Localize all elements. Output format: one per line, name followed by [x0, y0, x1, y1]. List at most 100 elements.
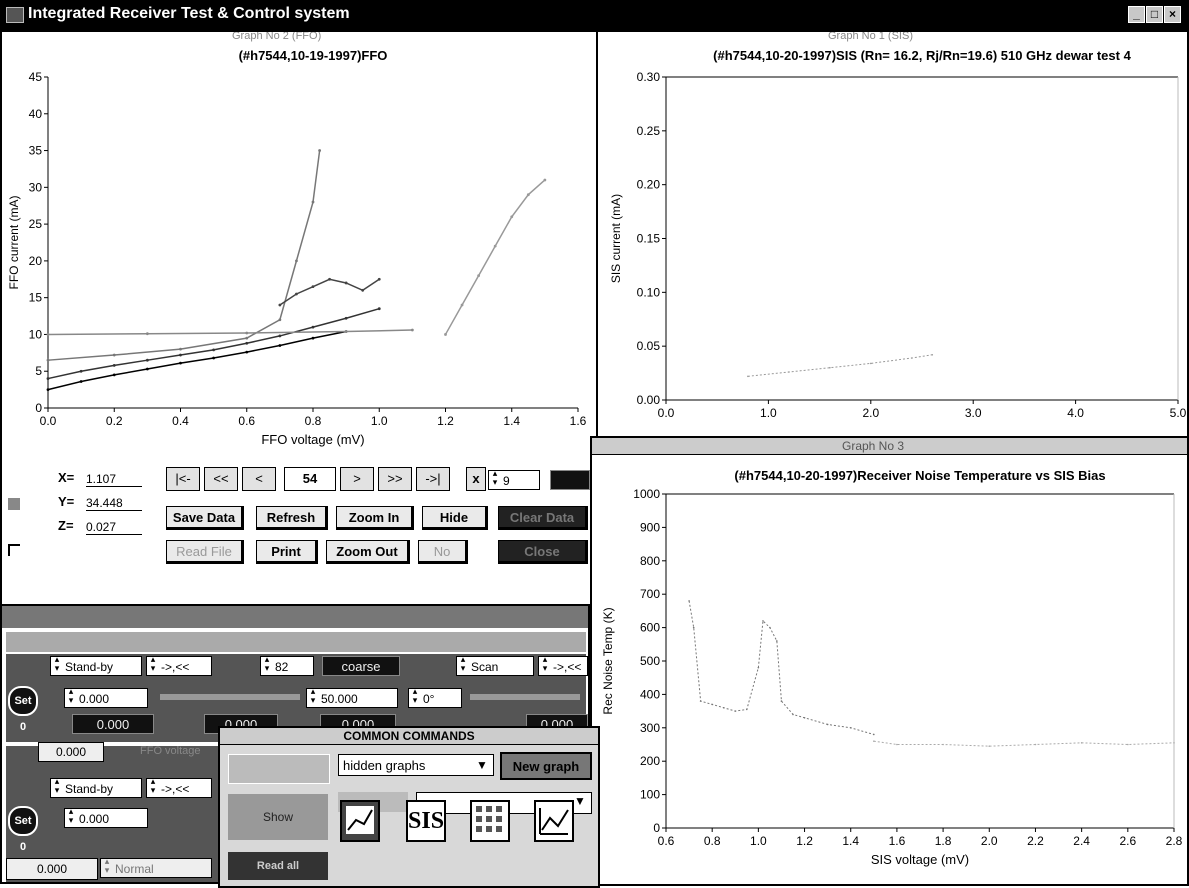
scan-slider[interactable]: [470, 694, 580, 700]
y-tick-label: 40: [29, 107, 43, 121]
data-point: [699, 700, 702, 702]
maximize-icon[interactable]: □: [1146, 6, 1163, 23]
next-button[interactable]: >: [340, 467, 374, 491]
series-line: [47, 329, 413, 336]
sis-direction-select[interactable]: ->,<<: [146, 778, 212, 798]
prev-fast-button[interactable]: <<: [204, 467, 238, 491]
read-all-button[interactable]: Read all: [228, 852, 328, 880]
noise-chart[interactable]: (#h7544,10-20-1997)Receiver Noise Temper…: [592, 438, 1187, 884]
go-button[interactable]: [550, 470, 590, 490]
scan-select[interactable]: Scan: [456, 656, 534, 676]
blank-button[interactable]: [228, 754, 330, 784]
data-point: [776, 640, 778, 642]
no-button[interactable]: No: [418, 540, 468, 564]
graph3-panel: Graph No 3 (#h7544,10-20-1997)Receiver N…: [590, 436, 1189, 886]
last-button[interactable]: ->|: [416, 467, 450, 491]
ffo-value-2[interactable]: 50.000: [306, 688, 398, 708]
data-point: [318, 149, 322, 152]
step-spinner[interactable]: 9: [488, 470, 540, 490]
app-icon: [6, 7, 24, 23]
set0-button-ffo[interactable]: Set 0: [8, 686, 38, 733]
x-tick-label: 1.2: [796, 834, 813, 848]
sis-normal-select[interactable]: Normal: [100, 858, 212, 878]
data-point: [722, 706, 725, 709]
y-tick-label: 800: [640, 554, 660, 568]
x-tick-label: 1.0: [760, 406, 777, 420]
sis-mode-select[interactable]: Stand-by: [50, 778, 142, 798]
checkbox[interactable]: [8, 544, 20, 556]
data-point: [1127, 743, 1129, 746]
clear-data-button[interactable]: Clear Data: [498, 506, 588, 530]
z-readout: 0.027: [86, 520, 142, 535]
prev-button[interactable]: <: [242, 467, 276, 491]
chevron-down-icon[interactable]: ▼: [574, 794, 586, 808]
data-point: [46, 358, 50, 362]
ffo-value-3[interactable]: 0°: [408, 688, 462, 708]
data-point: [278, 344, 282, 347]
y-tick-label: 400: [640, 687, 660, 701]
ffo-slider[interactable]: [160, 694, 300, 700]
x-tick-label: 3.0: [965, 406, 982, 420]
ffo-chart[interactable]: (#h7544,10-19-1997)FFO 0.0 0.2 0.4 0.6 0.8 1.0…: [2, 32, 596, 452]
data-point: [245, 341, 249, 345]
close-button[interactable]: Close: [498, 540, 588, 564]
set0-button-sis[interactable]: Set 0: [8, 806, 38, 853]
data-point: [344, 281, 348, 285]
common-commands-panel: COMMON COMMANDS Show Read all hidden gra…: [218, 726, 600, 888]
show-button[interactable]: Show: [228, 794, 328, 840]
x-tick-label: 1.8: [935, 834, 952, 848]
graph3-titlebar: Graph No 3: [592, 438, 1187, 455]
sis-chart[interactable]: (#h7544,10-20-1997)SIS (Rn= 16.2, Rj/Rn=…: [598, 32, 1187, 436]
y-tick-label: 100: [640, 788, 660, 802]
data-point: [46, 333, 50, 336]
noise-graph-icon[interactable]: [534, 800, 574, 842]
x-tick-label: 1.2: [437, 414, 454, 428]
close-icon[interactable]: ×: [1164, 6, 1181, 23]
matrix-icon[interactable]: [470, 800, 510, 842]
save-data-button[interactable]: Save Data: [166, 506, 244, 530]
refresh-button[interactable]: Refresh: [256, 506, 328, 530]
data-point: [179, 347, 182, 351]
data-point: [688, 600, 690, 602]
ffo-mode-select[interactable]: Stand-by: [50, 656, 142, 676]
data-point: [145, 367, 149, 371]
first-button[interactable]: |<-: [166, 467, 200, 491]
grid-icon[interactable]: [8, 498, 20, 510]
sis-value-1[interactable]: 0.000: [64, 808, 148, 828]
read-file-button[interactable]: Read File: [166, 540, 244, 564]
data-point: [747, 375, 749, 378]
data-point: [112, 353, 116, 357]
ffo-value-1[interactable]: 0.000: [64, 688, 148, 708]
minimize-icon[interactable]: _: [1128, 6, 1145, 23]
new-graph-button[interactable]: New graph: [500, 752, 592, 780]
next-fast-button[interactable]: >>: [378, 467, 412, 491]
y-tick-label: 0: [653, 821, 660, 835]
series-line: [873, 740, 1175, 747]
y-tick-label: 0.00: [637, 393, 661, 407]
x-tick-label: 0.4: [172, 414, 189, 428]
print-button[interactable]: Print: [256, 540, 318, 564]
zoom-in-button[interactable]: Zoom In: [336, 506, 414, 530]
series-line: [688, 600, 874, 735]
index-field[interactable]: 54: [284, 467, 336, 491]
y-axis-label: FFO current (mA): [7, 195, 21, 289]
hide-button[interactable]: Hide: [422, 506, 488, 530]
data-point: [311, 325, 315, 329]
data-point: [444, 333, 447, 336]
coarse-button[interactable]: coarse: [322, 656, 400, 676]
ffo-direction-select[interactable]: ->,<<: [146, 656, 212, 676]
x-tick-label: 2.2: [1027, 834, 1044, 848]
ffo-number-spinner[interactable]: 82: [260, 656, 314, 676]
data-point: [377, 307, 381, 311]
data-point: [769, 626, 771, 629]
scan-direction-select[interactable]: ->,<<: [538, 656, 588, 676]
sis-graph-icon[interactable]: SIS: [406, 800, 446, 842]
y-tick-label: 1000: [633, 487, 660, 501]
zoom-out-button[interactable]: Zoom Out: [326, 540, 410, 564]
hidden-graphs-select[interactable]: hidden graphs: [338, 754, 494, 776]
ffo-graph-icon[interactable]: [340, 800, 380, 842]
data-point: [245, 336, 249, 340]
chevron-down-icon[interactable]: ▼: [476, 758, 488, 772]
ffo-readout-1: 0.000: [72, 714, 154, 734]
data-point: [896, 743, 898, 746]
